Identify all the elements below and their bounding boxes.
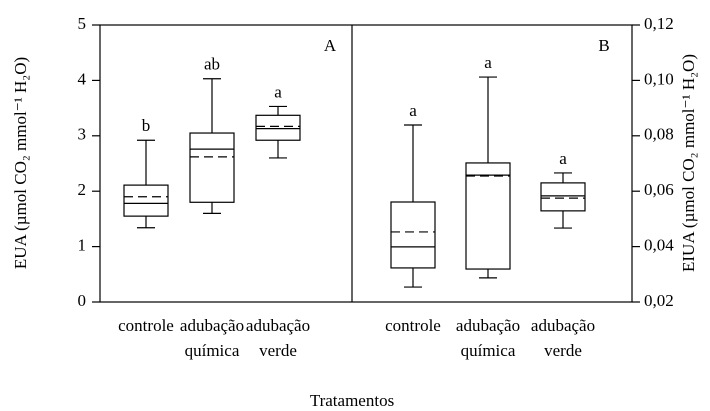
label-line: controle: [118, 316, 174, 335]
label-line: adubação: [456, 316, 520, 335]
box: [255, 114, 301, 141]
y2-tick-label: 0,10: [644, 69, 674, 88]
box: [123, 184, 169, 217]
box: [189, 132, 235, 203]
box: [390, 201, 436, 269]
panel-label: A: [324, 36, 337, 55]
label-line: controle: [385, 316, 441, 335]
significance-letter: a: [409, 101, 417, 120]
panel-label: B: [598, 36, 609, 55]
significance-letter: a: [274, 82, 282, 101]
significance-letter: b: [142, 116, 151, 135]
y-tick-label: 4: [78, 69, 87, 88]
box: [540, 182, 586, 212]
label-line: química: [461, 341, 516, 360]
x-tick-label: adubação verde: [531, 316, 595, 360]
significance-letter: a: [484, 53, 492, 72]
y2-tick-label: 0,06: [644, 180, 674, 199]
y-tick-label: 2: [78, 180, 87, 199]
y2-axis-label: EIUA (µmol CO₂ mmol⁻¹ H₂O): [679, 54, 698, 272]
label-line: química: [185, 341, 240, 360]
label-line: adubação: [246, 316, 310, 335]
y2-tick-label: 0,04: [644, 236, 674, 255]
x-tick-label: adubação química: [180, 316, 244, 360]
y2-tick-label: 0,08: [644, 125, 674, 144]
label-line: verde: [544, 341, 582, 360]
label-line: adubação: [180, 316, 244, 335]
x-tick-label: controle: [118, 316, 174, 335]
label-line: adubação: [531, 316, 595, 335]
label-line: verde: [259, 341, 297, 360]
y-tick-label: 1: [78, 236, 87, 255]
x-tick-label: adubação verde: [246, 316, 310, 360]
x-tick-label: adubação química: [456, 316, 520, 360]
y2-tick-label: 0,02: [644, 291, 674, 310]
x-tick-label: controle: [385, 316, 441, 335]
significance-letter: ab: [204, 55, 220, 74]
y-tick-label: 0: [78, 291, 87, 310]
significance-letter: a: [559, 149, 567, 168]
plot-frame: [99, 24, 633, 303]
y2-tick-label: 0,12: [644, 14, 674, 33]
y-tick-label: 5: [78, 14, 87, 33]
y-tick-label: 3: [78, 125, 87, 144]
y-axis-label: EUA (µmol CO₂ mmol⁻¹ H₂O): [11, 57, 30, 269]
box: [465, 162, 511, 270]
x-axis-label: Tratamentos: [310, 391, 394, 410]
